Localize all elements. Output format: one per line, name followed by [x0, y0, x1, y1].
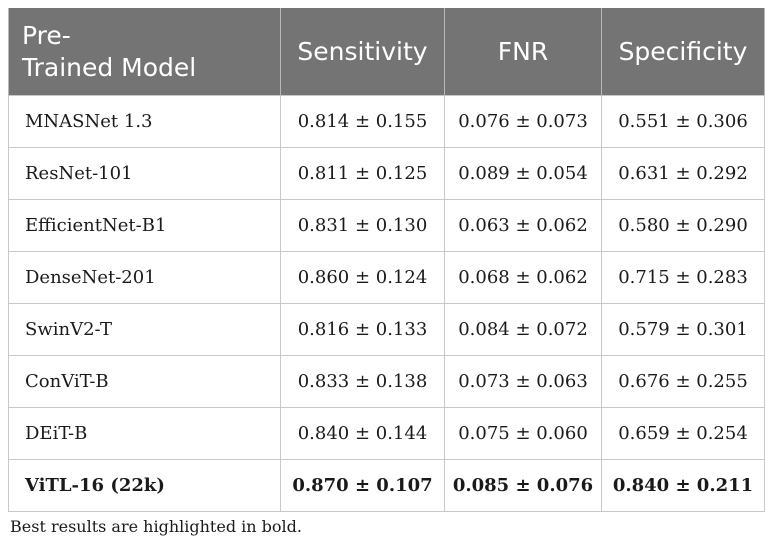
- header-sensitivity: Sensitivity: [280, 8, 445, 96]
- cell-fnr: 0.075 ± 0.060: [444, 407, 602, 460]
- header-specificity: Specificity: [601, 8, 765, 96]
- table-body: MNASNet 1.3 0.814 ± 0.155 0.076 ± 0.073 …: [8, 95, 765, 512]
- header-model-line2: Trained Model: [22, 52, 197, 82]
- cell-specificity: 0.715 ± 0.283: [601, 251, 765, 304]
- cell-sensitivity: 0.811 ± 0.125: [280, 147, 445, 200]
- cell-sensitivity: 0.816 ± 0.133: [280, 303, 445, 356]
- cell-model: SwinV2-T: [8, 303, 281, 356]
- cell-sensitivity: 0.870 ± 0.107: [280, 459, 445, 512]
- cell-model: ConViT-B: [8, 355, 281, 408]
- table-row: ConViT-B 0.833 ± 0.138 0.073 ± 0.063 0.6…: [8, 355, 765, 408]
- cell-sensitivity: 0.833 ± 0.138: [280, 355, 445, 408]
- table-row: MNASNet 1.3 0.814 ± 0.155 0.076 ± 0.073 …: [8, 95, 765, 148]
- cell-specificity: 0.631 ± 0.292: [601, 147, 765, 200]
- table-footnote: Best results are highlighted in bold.: [10, 517, 302, 536]
- cell-model: DenseNet-201: [8, 251, 281, 304]
- cell-fnr: 0.076 ± 0.073: [444, 95, 602, 148]
- cell-model: DEiT-B: [8, 407, 281, 460]
- cell-sensitivity: 0.814 ± 0.155: [280, 95, 445, 148]
- cell-model: MNASNet 1.3: [8, 95, 281, 148]
- table-row: DenseNet-201 0.860 ± 0.124 0.068 ± 0.062…: [8, 251, 765, 304]
- header-row: Pre- Trained Model Sensitivity FNR Speci…: [8, 8, 765, 96]
- table-header: Pre- Trained Model Sensitivity FNR Speci…: [8, 8, 765, 96]
- results-table-container: Pre- Trained Model Sensitivity FNR Speci…: [8, 8, 765, 512]
- cell-sensitivity: 0.831 ± 0.130: [280, 199, 445, 252]
- table-row: ResNet-101 0.811 ± 0.125 0.089 ± 0.054 0…: [8, 147, 765, 200]
- table-row: DEiT-B 0.840 ± 0.144 0.075 ± 0.060 0.659…: [8, 407, 765, 460]
- cell-fnr: 0.063 ± 0.062: [444, 199, 602, 252]
- cell-fnr: 0.073 ± 0.063: [444, 355, 602, 408]
- cell-specificity: 0.676 ± 0.255: [601, 355, 765, 408]
- table-row-best: ViTL-16 (22k) 0.870 ± 0.107 0.085 ± 0.07…: [8, 459, 765, 512]
- cell-fnr: 0.085 ± 0.076: [444, 459, 602, 512]
- cell-specificity: 0.551 ± 0.306: [601, 95, 765, 148]
- header-model: Pre- Trained Model: [8, 8, 281, 96]
- cell-fnr: 0.068 ± 0.062: [444, 251, 602, 304]
- cell-sensitivity: 0.840 ± 0.144: [280, 407, 445, 460]
- cell-model: ViTL-16 (22k): [8, 459, 281, 512]
- cell-model: EfficientNet-B1: [8, 199, 281, 252]
- results-table: Pre- Trained Model Sensitivity FNR Speci…: [8, 8, 765, 512]
- table-row: SwinV2-T 0.816 ± 0.133 0.084 ± 0.072 0.5…: [8, 303, 765, 356]
- cell-sensitivity: 0.860 ± 0.124: [280, 251, 445, 304]
- cell-fnr: 0.084 ± 0.072: [444, 303, 602, 356]
- cell-specificity: 0.659 ± 0.254: [601, 407, 765, 460]
- header-model-line1: Pre-: [22, 20, 71, 50]
- cell-specificity: 0.580 ± 0.290: [601, 199, 765, 252]
- cell-fnr: 0.089 ± 0.054: [444, 147, 602, 200]
- cell-specificity: 0.840 ± 0.211: [601, 459, 765, 512]
- table-row: EfficientNet-B1 0.831 ± 0.130 0.063 ± 0.…: [8, 199, 765, 252]
- cell-model: ResNet-101: [8, 147, 281, 200]
- header-fnr: FNR: [444, 8, 602, 96]
- cell-specificity: 0.579 ± 0.301: [601, 303, 765, 356]
